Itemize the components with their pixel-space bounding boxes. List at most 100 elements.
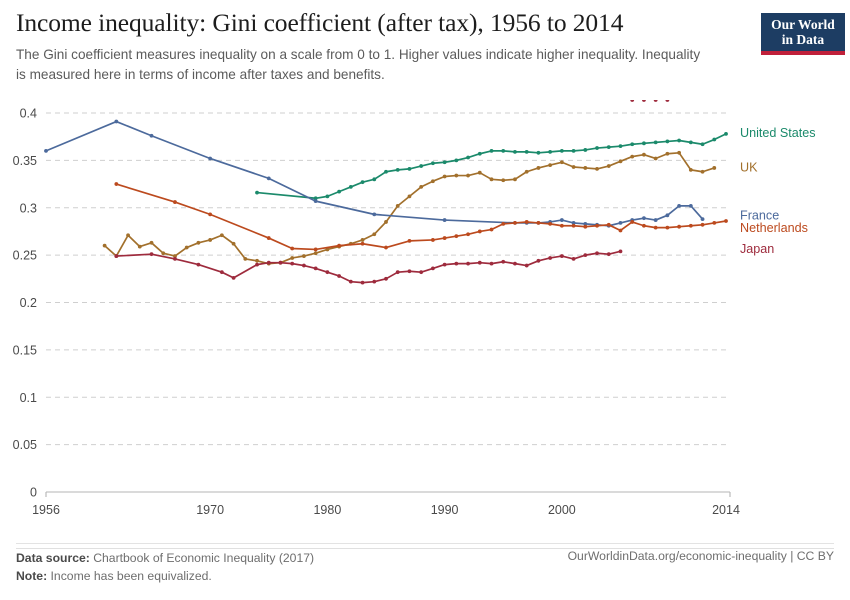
data-point[interactable] [255, 258, 259, 263]
data-point[interactable] [489, 177, 494, 182]
data-point[interactable] [102, 243, 107, 248]
data-point[interactable] [419, 164, 424, 168]
data-point[interactable] [173, 200, 177, 204]
data-point[interactable] [173, 254, 177, 258]
data-point[interactable] [606, 145, 611, 150]
data-point[interactable] [571, 221, 576, 225]
data-point[interactable] [419, 185, 424, 189]
data-point[interactable] [431, 238, 435, 242]
data-point[interactable] [677, 138, 681, 143]
data-point[interactable] [302, 263, 306, 268]
data-point[interactable] [700, 217, 705, 222]
data-point[interactable] [559, 160, 564, 165]
data-point[interactable] [712, 221, 717, 225]
data-point[interactable] [595, 223, 599, 228]
data-point[interactable] [395, 167, 400, 172]
data-point[interactable] [348, 185, 353, 189]
data-point[interactable] [688, 167, 693, 172]
data-point[interactable] [372, 212, 377, 217]
data-point[interactable] [290, 261, 295, 266]
data-point[interactable] [384, 169, 388, 174]
data-point[interactable] [618, 228, 623, 233]
data-point[interactable] [266, 260, 271, 265]
data-point[interactable] [501, 259, 506, 264]
data-point[interactable] [325, 270, 330, 275]
data-point[interactable] [712, 166, 717, 170]
data-point[interactable] [372, 279, 377, 284]
data-point[interactable] [606, 222, 611, 227]
data-point[interactable] [665, 213, 670, 218]
data-point[interactable] [642, 152, 646, 157]
data-point[interactable] [360, 280, 365, 285]
data-point[interactable] [477, 170, 482, 175]
legend-label-netherlands[interactable]: Netherlands [740, 221, 808, 235]
data-point[interactable] [524, 169, 529, 174]
data-point[interactable] [677, 203, 681, 208]
data-point[interactable] [219, 270, 224, 275]
data-point[interactable] [466, 261, 470, 266]
data-point[interactable] [571, 165, 576, 169]
data-point[interactable] [665, 139, 670, 144]
data-point[interactable] [454, 261, 459, 266]
data-point[interactable] [513, 261, 517, 266]
data-point[interactable] [489, 227, 494, 232]
data-point[interactable] [395, 203, 400, 208]
data-point[interactable] [724, 219, 728, 223]
data-point[interactable] [161, 251, 166, 256]
data-point[interactable] [337, 274, 341, 278]
data-point[interactable] [618, 249, 623, 254]
data-point[interactable] [548, 256, 553, 260]
data-point[interactable] [618, 221, 623, 225]
data-point[interactable] [196, 240, 201, 245]
data-point[interactable] [208, 238, 213, 242]
data-point[interactable] [137, 244, 142, 249]
data-point[interactable] [302, 254, 306, 258]
data-point[interactable] [618, 144, 623, 149]
data-point[interactable] [571, 149, 576, 153]
data-point[interactable] [642, 216, 646, 221]
data-point[interactable] [372, 232, 377, 237]
data-point[interactable] [571, 223, 576, 228]
data-point[interactable] [419, 270, 424, 275]
data-point[interactable] [442, 262, 447, 267]
data-point[interactable] [360, 241, 365, 246]
data-point[interactable] [630, 154, 635, 159]
data-point[interactable] [548, 163, 553, 168]
data-point[interactable] [688, 203, 693, 208]
data-point[interactable] [407, 167, 412, 171]
data-point[interactable] [208, 212, 213, 217]
data-point[interactable] [595, 251, 599, 256]
data-point[interactable] [114, 182, 119, 186]
data-point[interactable] [243, 257, 248, 261]
data-point[interactable] [536, 150, 541, 155]
legend-label-japan[interactable]: Japan [740, 242, 774, 256]
data-point[interactable] [583, 166, 588, 170]
data-point[interactable] [348, 279, 353, 284]
data-point[interactable] [360, 238, 365, 242]
data-point[interactable] [407, 269, 412, 274]
data-point[interactable] [583, 224, 588, 229]
data-point[interactable] [44, 149, 48, 153]
data-point[interactable] [524, 149, 529, 154]
data-point[interactable] [313, 199, 318, 204]
data-point[interactable] [266, 236, 271, 240]
data-point[interactable] [278, 260, 283, 265]
data-point[interactable] [196, 262, 201, 267]
data-point[interactable] [466, 155, 470, 160]
data-point[interactable] [630, 100, 635, 102]
data-point[interactable] [630, 220, 635, 224]
data-point[interactable] [712, 137, 717, 142]
data-point[interactable] [489, 149, 494, 153]
data-point[interactable] [653, 218, 658, 222]
data-point[interactable] [395, 270, 400, 275]
data-point[interactable] [431, 266, 435, 271]
data-point[interactable] [454, 234, 459, 239]
data-point[interactable] [477, 260, 482, 265]
data-point[interactable] [700, 222, 705, 227]
data-point[interactable] [665, 100, 670, 102]
data-point[interactable] [219, 233, 224, 238]
data-point[interactable] [653, 156, 658, 161]
data-point[interactable] [313, 266, 318, 271]
data-point[interactable] [606, 164, 611, 168]
data-point[interactable] [524, 220, 529, 224]
